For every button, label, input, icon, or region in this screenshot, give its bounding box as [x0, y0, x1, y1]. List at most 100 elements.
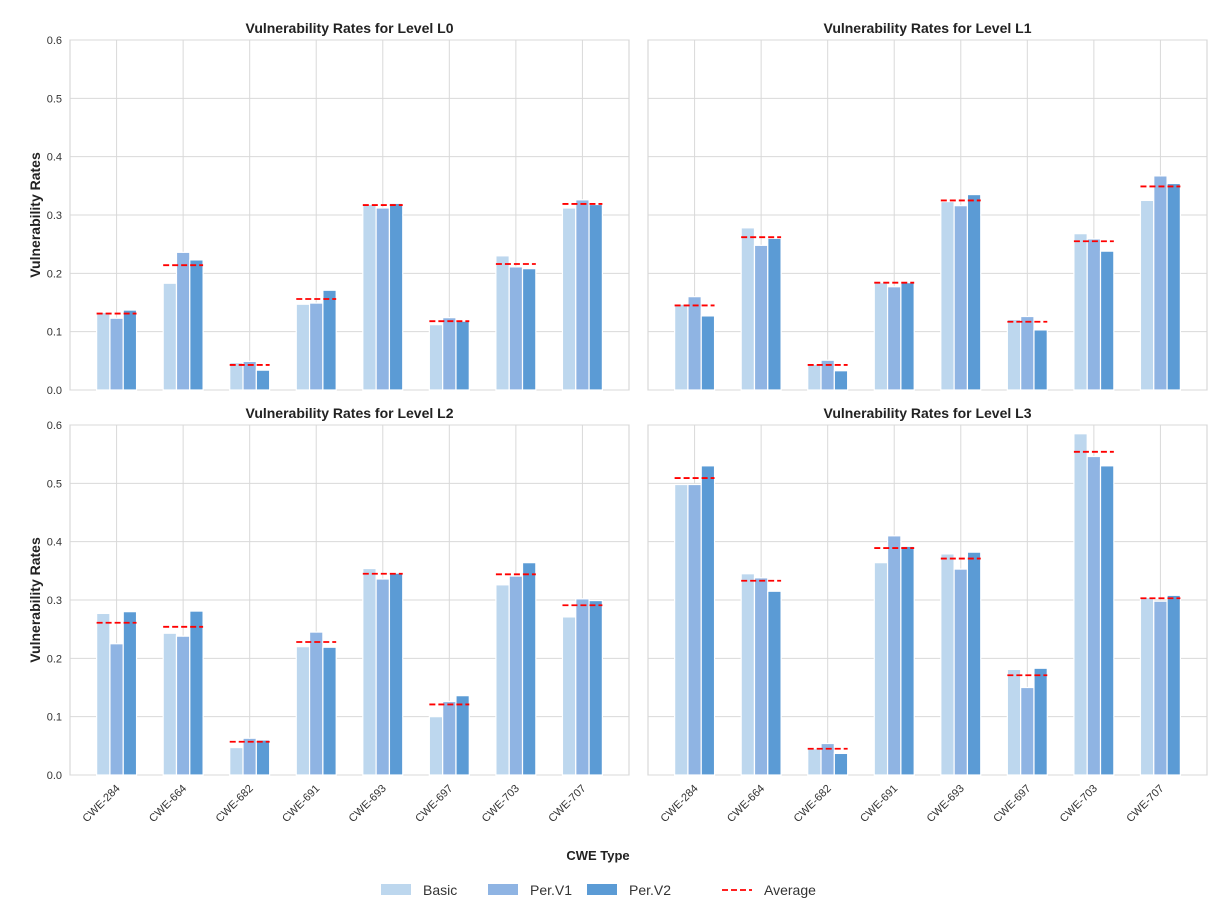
bar-perv2-cwe-703 [521, 562, 537, 776]
bar-basic-cwe-707 [1139, 597, 1155, 776]
bar-basic-cwe-703 [1073, 433, 1088, 776]
x-tick-label: CWE-707 [546, 783, 588, 825]
bar-basic-cwe-707 [561, 616, 577, 776]
bar-perv1-cwe-693 [375, 207, 391, 391]
panel-3: Vulnerability Rates for Level L3 CWE-284 C… [647, 405, 1208, 825]
bar-perv1-cwe-693 [375, 578, 391, 776]
panel-0: 0.0 0.1 0.2 0.3 0.4 0.5 0.6 Vulnerability Rates… [27, 20, 630, 397]
bar-basic-cwe-703 [1073, 233, 1088, 391]
bar-perv2-cwe-707 [1166, 182, 1181, 391]
x-tick-label: CWE-284 [658, 783, 700, 825]
bar-perv1-cwe-703 [1086, 455, 1102, 776]
bar-perv1-cwe-664 [175, 251, 191, 391]
bar-perv1-cwe-697 [1020, 315, 1035, 391]
bar-perv1-cwe-703 [1086, 238, 1102, 391]
bar-basic-cwe-693 [940, 553, 955, 776]
bar-basic-cwe-284 [674, 303, 689, 391]
bar-perv1-cwe-707 [1153, 600, 1168, 776]
y-tick-label: 0.6 [47, 35, 62, 47]
bar-basic-cwe-664 [162, 282, 178, 391]
y-tick-label: 0.0 [47, 770, 62, 782]
bar-basic-cwe-682 [807, 748, 822, 776]
bar-perv2-cwe-284 [122, 611, 138, 776]
bar-basic-cwe-693 [362, 203, 377, 391]
bar-perv2-cwe-691 [322, 289, 337, 391]
bar-perv1-cwe-697 [442, 317, 457, 391]
bar-perv1-cwe-664 [753, 244, 769, 391]
bar-perv2-cwe-664 [767, 237, 782, 391]
bar-perv1-cwe-691 [308, 302, 324, 391]
bar-perv2-cwe-697 [455, 695, 470, 776]
bar-perv2-cwe-682 [833, 752, 849, 776]
y-tick-label: 0.2 [47, 653, 62, 665]
bar-perv2-cwe-664 [189, 610, 204, 776]
x-tick-label: CWE-284 [80, 783, 122, 825]
bar-basic-cwe-284 [674, 483, 689, 776]
y-tick-label: 0.5 [47, 478, 62, 490]
bar-perv1-cwe-707 [575, 199, 590, 391]
panel-title: Vulnerability Rates for Level L1 [824, 20, 1032, 36]
bar-perv2-cwe-284 [700, 315, 716, 391]
bar-perv2-cwe-693 [966, 193, 982, 391]
y-tick-label: 0.4 [47, 537, 62, 549]
bar-basic-cwe-284 [96, 311, 111, 391]
y-tick-label: 0.0 [47, 385, 62, 397]
bar-basic-cwe-284 [96, 612, 111, 776]
bar-basic-cwe-703 [495, 255, 510, 391]
bar-perv1-cwe-284 [687, 296, 702, 391]
x-tick-label: CWE-703 [1058, 783, 1100, 825]
bar-perv1-cwe-682 [242, 737, 257, 776]
bar-basic-cwe-682 [229, 361, 244, 391]
x-tick-label: CWE-664 [147, 783, 189, 825]
bar-perv1-cwe-691 [886, 286, 902, 391]
bar-perv2-cwe-691 [900, 545, 915, 776]
bar-basic-cwe-707 [1139, 199, 1155, 391]
bar-perv1-cwe-691 [308, 631, 324, 776]
x-tick-label: CWE-664 [725, 783, 767, 825]
bar-perv2-cwe-682 [833, 370, 849, 391]
bar-basic-cwe-697 [428, 716, 444, 776]
bar-perv1-cwe-697 [442, 700, 457, 776]
bar-perv1-cwe-691 [886, 535, 902, 776]
legend-label: Per.V2 [629, 882, 671, 898]
bar-perv2-cwe-664 [767, 590, 782, 776]
x-tick-label: CWE-707 [1124, 783, 1166, 825]
legend-swatch-perv1 [488, 884, 518, 895]
bar-perv2-cwe-691 [322, 646, 337, 776]
bar-basic-cwe-682 [807, 363, 822, 391]
bar-perv1-cwe-703 [508, 575, 524, 776]
panel-title: Vulnerability Rates for Level L0 [246, 20, 454, 36]
y-axis-label: Vulnerability Rates [27, 152, 43, 278]
bar-perv2-cwe-693 [388, 202, 404, 391]
bar-perv1-cwe-284 [687, 483, 702, 776]
bar-perv1-cwe-697 [1020, 686, 1035, 776]
bar-basic-cwe-664 [162, 632, 178, 776]
x-tick-label: CWE-691 [858, 783, 900, 825]
bar-perv2-cwe-693 [388, 572, 404, 776]
y-tick-label: 0.4 [47, 152, 62, 164]
y-axis-label: Vulnerability Rates [27, 537, 43, 663]
bar-perv2-cwe-284 [700, 465, 716, 776]
x-tick-label: CWE-682 [792, 783, 834, 825]
bar-perv2-cwe-707 [1166, 594, 1181, 776]
bar-basic-cwe-691 [873, 282, 889, 391]
y-tick-label: 0.3 [47, 210, 62, 222]
legend: Basic Per.V1 Per.V2 Average [381, 882, 816, 898]
bar-perv2-cwe-693 [966, 551, 982, 776]
bar-basic-cwe-697 [1006, 318, 1022, 391]
y-tick-label: 0.1 [47, 327, 62, 339]
y-tick-label: 0.2 [47, 268, 62, 280]
bar-perv1-cwe-284 [109, 643, 124, 776]
bar-basic-cwe-697 [428, 324, 444, 391]
bar-perv1-cwe-703 [508, 266, 524, 391]
legend-label: Per.V1 [530, 882, 572, 898]
x-tick-label: CWE-703 [480, 783, 522, 825]
bar-perv1-cwe-664 [753, 577, 769, 776]
bar-perv2-cwe-703 [521, 268, 537, 391]
bar-perv2-cwe-707 [588, 203, 603, 391]
bar-perv2-cwe-697 [455, 320, 470, 391]
y-tick-label: 0.3 [47, 595, 62, 607]
bar-perv1-cwe-664 [175, 635, 191, 776]
bar-perv2-cwe-682 [255, 739, 271, 776]
legend-swatch-basic [381, 884, 411, 895]
